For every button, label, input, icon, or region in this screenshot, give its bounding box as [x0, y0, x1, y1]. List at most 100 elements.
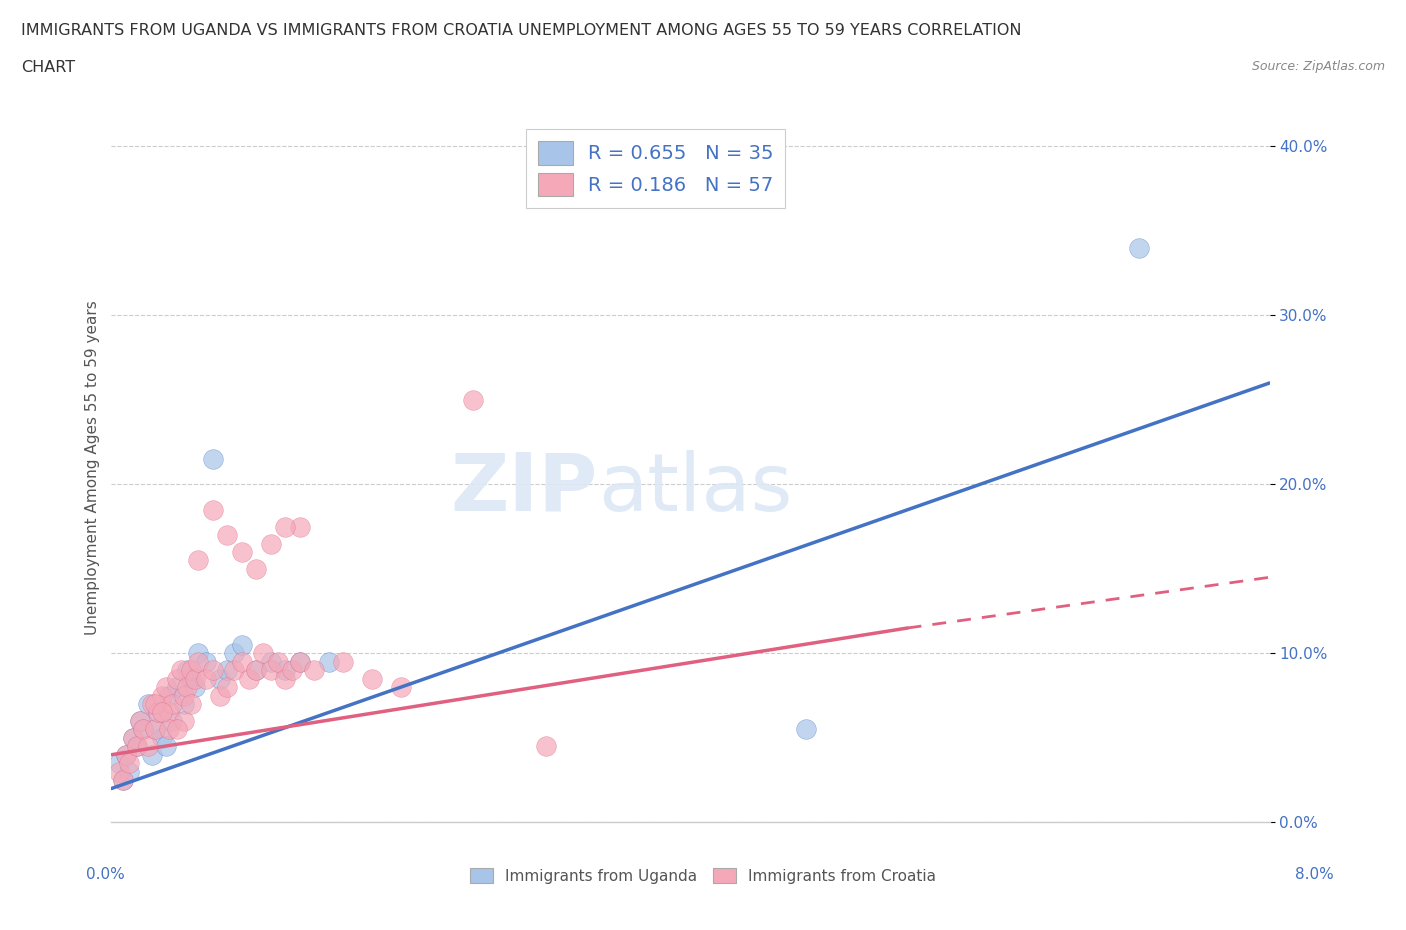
Text: 0.0%: 0.0%	[86, 867, 125, 882]
Point	[136, 738, 159, 753]
Point	[166, 722, 188, 737]
Y-axis label: Unemployment Among Ages 55 to 59 years: Unemployment Among Ages 55 to 59 years	[86, 300, 100, 635]
Point	[173, 697, 195, 711]
Point	[1128, 240, 1150, 255]
Point	[463, 392, 485, 407]
Point	[288, 519, 311, 534]
Point	[173, 713, 195, 728]
Point	[245, 562, 267, 577]
Point	[267, 655, 290, 670]
Point	[157, 722, 180, 737]
Point	[274, 671, 297, 686]
Point	[201, 452, 224, 467]
Point	[127, 738, 149, 753]
Point	[132, 722, 155, 737]
Point	[238, 671, 260, 686]
Point	[217, 527, 239, 542]
Point	[107, 756, 129, 771]
Point	[252, 646, 274, 661]
Legend: Immigrants from Uganda, Immigrants from Croatia: Immigrants from Uganda, Immigrants from …	[464, 861, 942, 890]
Point	[115, 748, 138, 763]
Text: 8.0%: 8.0%	[1295, 867, 1334, 882]
Point	[166, 671, 188, 686]
Point	[302, 663, 325, 678]
Point	[194, 655, 217, 670]
Point	[180, 697, 202, 711]
Point	[150, 730, 173, 745]
Point	[208, 671, 231, 686]
Point	[534, 738, 557, 753]
Point	[224, 663, 246, 678]
Point	[176, 663, 198, 678]
Point	[132, 722, 155, 737]
Point	[259, 655, 281, 670]
Point	[245, 663, 267, 678]
Point	[318, 655, 340, 670]
Point	[274, 519, 297, 534]
Point	[150, 705, 173, 720]
Point	[143, 722, 166, 737]
Point	[143, 697, 166, 711]
Point	[146, 705, 169, 720]
Point	[111, 773, 134, 788]
Point	[259, 663, 281, 678]
Text: ZIP: ZIP	[450, 450, 598, 527]
Point	[184, 671, 207, 686]
Point	[141, 748, 163, 763]
Point	[187, 655, 209, 670]
Point	[141, 697, 163, 711]
Point	[136, 697, 159, 711]
Point	[111, 773, 134, 788]
Point	[274, 663, 297, 678]
Point	[208, 688, 231, 703]
Point	[187, 553, 209, 568]
Point	[231, 655, 253, 670]
Text: atlas: atlas	[598, 450, 792, 527]
Point	[122, 730, 145, 745]
Point	[361, 671, 384, 686]
Point	[155, 738, 177, 753]
Point	[170, 663, 193, 678]
Text: CHART: CHART	[21, 60, 75, 75]
Point	[180, 663, 202, 678]
Point	[201, 502, 224, 517]
Point	[184, 680, 207, 695]
Point	[332, 655, 354, 670]
Point	[173, 688, 195, 703]
Point	[259, 536, 281, 551]
Point	[155, 680, 177, 695]
Point	[166, 680, 188, 695]
Point	[201, 663, 224, 678]
Point	[389, 680, 412, 695]
Point	[281, 663, 304, 678]
Point	[224, 646, 246, 661]
Point	[794, 722, 817, 737]
Point	[187, 646, 209, 661]
Point	[115, 748, 138, 763]
Point	[160, 713, 183, 728]
Point	[146, 705, 169, 720]
Point	[157, 688, 180, 703]
Point	[288, 655, 311, 670]
Point	[127, 738, 149, 753]
Point	[129, 713, 152, 728]
Point	[231, 545, 253, 560]
Point	[157, 705, 180, 720]
Text: Source: ZipAtlas.com: Source: ZipAtlas.com	[1251, 60, 1385, 73]
Point	[245, 663, 267, 678]
Point	[118, 764, 141, 779]
Point	[150, 688, 173, 703]
Point	[160, 697, 183, 711]
Legend: R = 0.655   N = 35, R = 0.186   N = 57: R = 0.655 N = 35, R = 0.186 N = 57	[526, 129, 786, 208]
Text: IMMIGRANTS FROM UGANDA VS IMMIGRANTS FROM CROATIA UNEMPLOYMENT AMONG AGES 55 TO : IMMIGRANTS FROM UGANDA VS IMMIGRANTS FRO…	[21, 23, 1022, 38]
Point	[217, 663, 239, 678]
Point	[129, 713, 152, 728]
Point	[176, 680, 198, 695]
Point	[107, 764, 129, 779]
Point	[180, 671, 202, 686]
Point	[143, 722, 166, 737]
Point	[231, 637, 253, 652]
Point	[288, 655, 311, 670]
Point	[217, 680, 239, 695]
Point	[122, 730, 145, 745]
